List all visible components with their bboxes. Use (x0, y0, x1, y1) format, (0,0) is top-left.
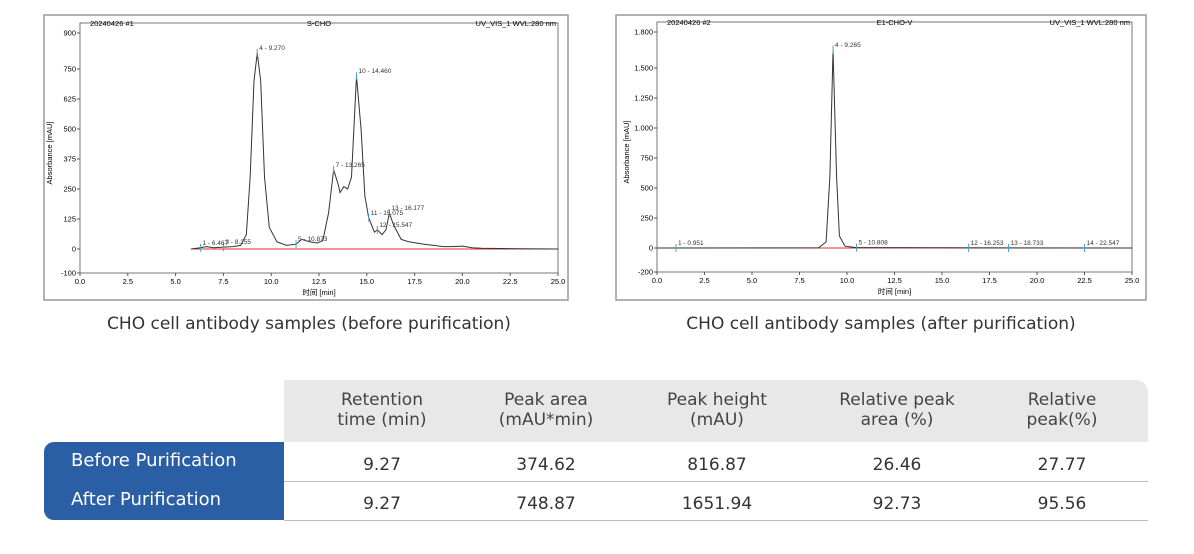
peak-label: 14 - 22.547 (1087, 240, 1120, 247)
peak-label: 7 - 13.265 (336, 162, 366, 169)
x-tick-label: 12.5 (887, 276, 902, 285)
peak-label: 5 - 10.873 (298, 236, 328, 243)
y-axis-label: Absorbance [mAU] (622, 121, 631, 184)
channel: UV_VIS_1 WVL:280 nm (1050, 18, 1130, 27)
x-tick-label: 5.0 (747, 276, 757, 285)
peak-label: 5 - 10.808 (859, 240, 889, 247)
chromatogram-line (656, 49, 1133, 249)
y-tick-label: -100 (61, 269, 76, 278)
x-tick-label: 12.5 (312, 277, 327, 286)
x-tick-label: 17.5 (407, 277, 422, 286)
x-tick-label: 5.0 (170, 277, 180, 286)
sample-id: 20240426 #1 (90, 19, 134, 28)
column-header: Retention time (min) (337, 390, 427, 430)
table-cell: 92.73 (872, 494, 922, 514)
peak-label: 1 - 6.467 (202, 240, 228, 247)
table-cell: 1651.94 (681, 494, 753, 514)
peak-label: 12 - 16.253 (971, 240, 1004, 247)
y-tick-label: 750 (640, 154, 653, 163)
x-tick-label: 20.0 (455, 277, 470, 286)
x-axis-label: 时间 [min] (878, 286, 911, 296)
y-tick-label: 1.250 (634, 94, 653, 103)
column-header: Peak area (mAU*min) (498, 390, 594, 430)
x-tick-label: 15.0 (935, 276, 950, 285)
peak-label: 13 - 18.733 (1011, 240, 1044, 247)
y-tick-label: 0 (72, 245, 76, 254)
row-label: Before Purification (71, 450, 237, 471)
y-tick-label: 250 (640, 214, 653, 223)
row-label-bg (44, 442, 284, 520)
caption: CHO cell antibody samples (before purifi… (107, 314, 511, 334)
x-tick-label: 17.5 (982, 276, 997, 285)
x-tick-label: 20.0 (1030, 276, 1045, 285)
y-tick-label: 0 (649, 244, 653, 253)
chart-frame (43, 14, 569, 301)
peak-label: 4 - 9.270 (259, 45, 285, 52)
y-tick-label: 125 (63, 215, 76, 224)
y-tick-label: -200 (638, 268, 653, 277)
table-cell: 9.27 (363, 455, 401, 475)
peak-label: 11 - 15.075 (371, 210, 404, 217)
channel: UV_VIS_1 WVL:280 nm (476, 19, 556, 28)
charts: 20240426 #1 S-CHO UV_VIS_1 WVL:280 nm Absor… (43, 14, 1147, 301)
x-axis-label: 时间 [min] (302, 287, 335, 297)
table-cell: 816.87 (687, 455, 747, 475)
chromatogram-line (190, 52, 559, 250)
peak-label: 4 - 9.265 (835, 42, 861, 49)
y-tick-label: 250 (63, 185, 76, 194)
table-cell: 95.56 (1037, 494, 1087, 514)
y-tick-label: 900 (63, 29, 76, 38)
y-tick-label: 375 (63, 155, 76, 164)
x-tick-label: 7.5 (794, 276, 804, 285)
x-tick-label: 2.5 (123, 277, 133, 286)
sample-id: 20240426 #2 (667, 18, 711, 27)
peak-label: 10 - 14.460 (358, 68, 391, 75)
x-tick-label: 15.0 (359, 277, 374, 286)
chart-title: S-CHO (307, 19, 331, 28)
x-tick-label: 10.0 (840, 276, 855, 285)
peak-label: 3 - 8.255 (225, 239, 251, 246)
x-tick-label: 22.5 (503, 277, 518, 286)
table-cell: 748.87 (516, 494, 576, 514)
y-tick-label: 1.000 (634, 124, 653, 133)
chart-title: E1-CHO-V (877, 18, 913, 27)
x-tick-label: 0.0 (75, 277, 85, 286)
column-header: Relative peak area (%) (839, 390, 955, 430)
chart-frame (615, 14, 1147, 301)
x-tick-label: 25.0 (1125, 276, 1140, 285)
peak-label: 1 - 0.951 (678, 240, 704, 247)
table-cell: 374.62 (516, 455, 576, 475)
x-tick-label: 22.5 (1077, 276, 1092, 285)
x-tick-label: 7.5 (218, 277, 228, 286)
column-header: Relative peak(%) (1026, 390, 1098, 430)
y-tick-label: 1.500 (634, 64, 653, 73)
table-header: Retention time (min) Peak area (mAU*min) P… (284, 380, 1148, 442)
table-cell: 27.77 (1037, 455, 1087, 475)
row-separator (284, 481, 1148, 482)
y-tick-label: 625 (63, 95, 76, 104)
y-tick-label: 500 (63, 125, 76, 134)
table-cell: 26.46 (872, 455, 922, 475)
y-tick-label: 750 (63, 65, 76, 74)
column-header: Peak height (mAU) (667, 390, 767, 430)
caption: CHO cell antibody samples (after purific… (686, 314, 1076, 334)
peak-label: 12 - 15.547 (379, 222, 412, 229)
table-bottom (284, 520, 1148, 521)
row-label: After Purification (71, 489, 222, 510)
y-tick-label: 500 (640, 184, 653, 193)
table-cell: 9.27 (363, 494, 401, 514)
x-tick-label: 25.0 (551, 277, 566, 286)
x-tick-label: 10.0 (264, 277, 279, 286)
peak-label: 13 - 16.177 (391, 205, 424, 212)
y-axis-label: Absorbance [mAU] (45, 122, 54, 185)
y-tick-label: 1.800 (634, 28, 653, 37)
x-tick-label: 2.5 (699, 276, 709, 285)
x-tick-label: 0.0 (652, 276, 662, 285)
